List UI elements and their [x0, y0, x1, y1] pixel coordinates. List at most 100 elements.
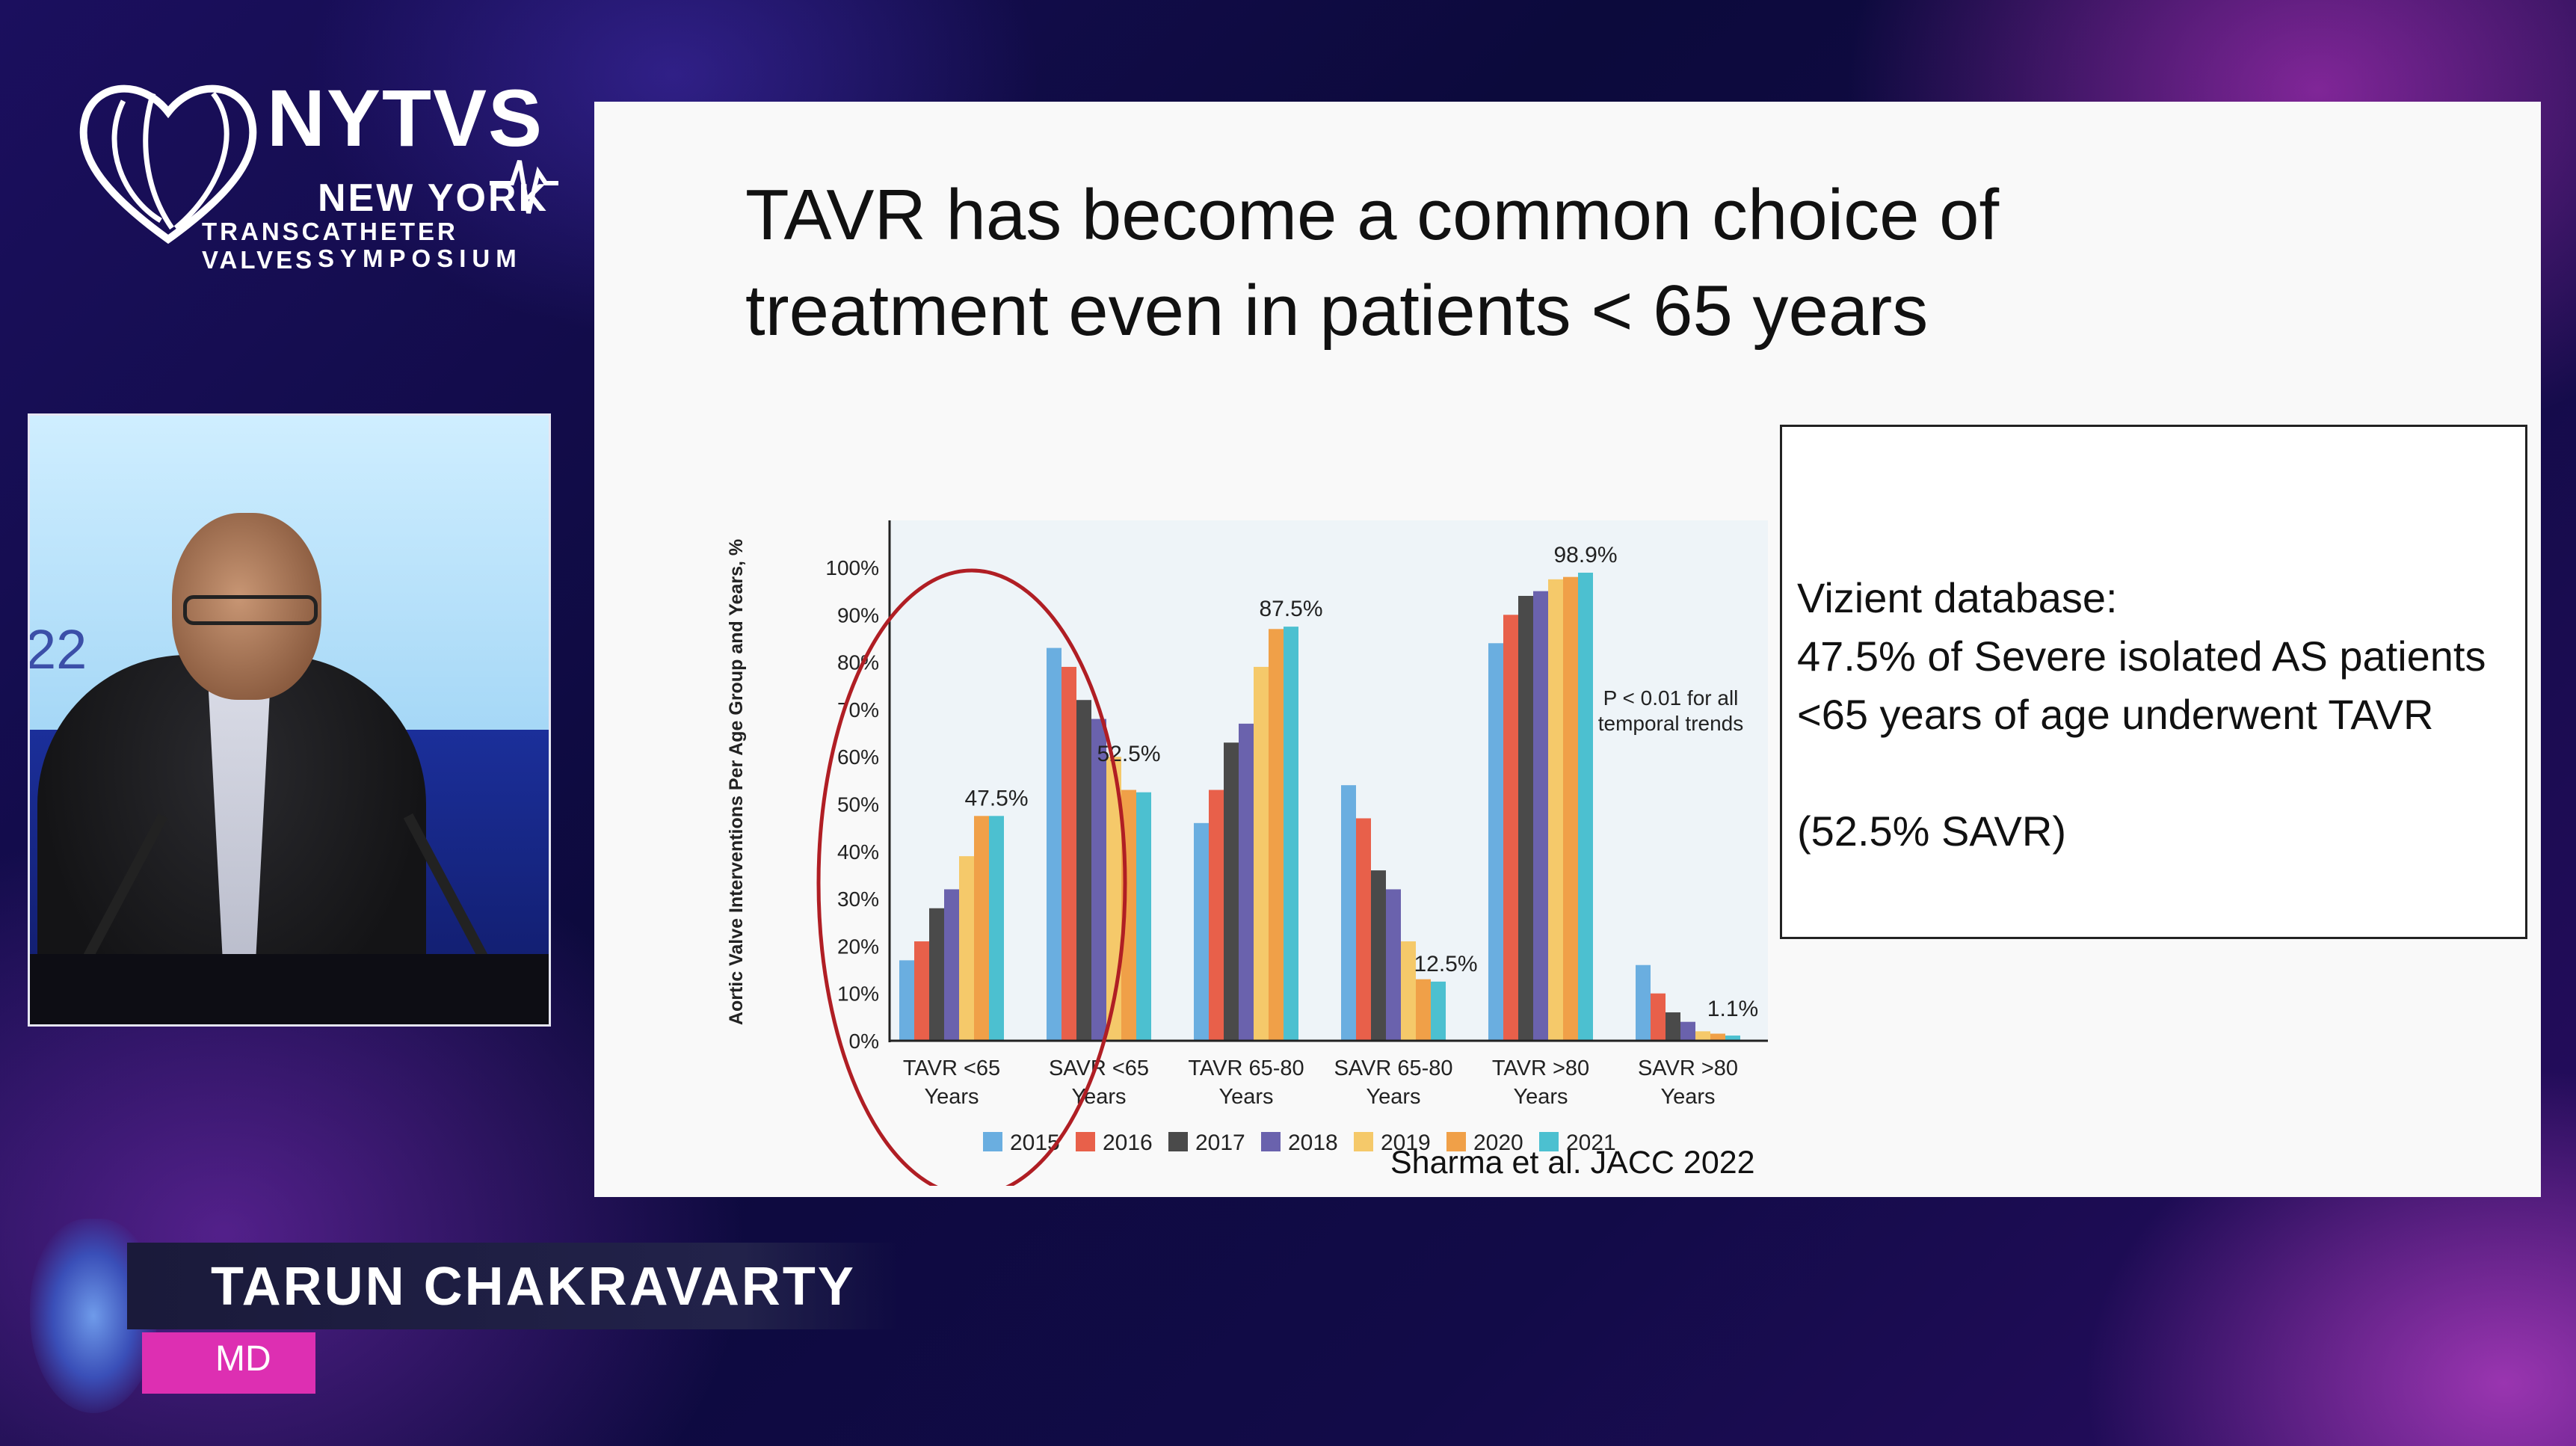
bar-2020-cat3: [1416, 979, 1431, 1041]
y-tick-label: 60%: [837, 745, 879, 769]
ekg-line-icon: [490, 160, 558, 214]
legend-label: 2019: [1381, 1130, 1431, 1155]
y-tick-label: 100%: [825, 556, 879, 579]
bar-2020-cat4: [1563, 576, 1578, 1041]
legend-label: 2016: [1103, 1130, 1153, 1155]
bar-2021-cat4: [1578, 572, 1593, 1041]
bar-2021-cat5: [1725, 1036, 1740, 1041]
x-tick-label: Years: [1366, 1085, 1420, 1109]
data-label: 47.5%: [964, 786, 1028, 810]
info-box: Vizient database: 47.5% of Severe isolat…: [1780, 425, 2527, 939]
legend-swatch-2019: [1354, 1132, 1373, 1151]
data-label: 98.9%: [1553, 543, 1617, 567]
speaker-video: 22: [28, 413, 551, 1027]
data-label: 87.5%: [1259, 597, 1322, 621]
y-tick-label: 50%: [837, 793, 879, 816]
bar-2021-cat0: [989, 816, 1004, 1041]
bar-chart: 0%10%20%30%40%50%60%70%80%90%100% TAVR <…: [726, 520, 1768, 1186]
bar-2020-cat0: [974, 816, 989, 1041]
legend-label: 2018: [1288, 1130, 1338, 1155]
bar-2016-cat1: [1061, 666, 1076, 1041]
heart-valve-logo-icon: [79, 84, 257, 244]
bar-2015-cat2: [1194, 822, 1209, 1041]
bar-2017-cat1: [1076, 700, 1091, 1041]
bar-2015-cat1: [1047, 647, 1061, 1041]
bar-2021-cat3: [1431, 981, 1446, 1041]
info-line1: Vizient database:: [1797, 574, 2118, 621]
y-tick-label: 90%: [837, 603, 879, 627]
bar-2021-cat1: [1136, 792, 1151, 1041]
bar-2017-cat2: [1224, 742, 1239, 1041]
stats-note-line1: P < 0.01 for all: [1603, 686, 1739, 710]
bar-2016-cat4: [1503, 615, 1518, 1041]
logo-line3: SYMPOSIUM: [318, 244, 523, 272]
bar-2015-cat3: [1341, 785, 1356, 1041]
citation: Sharma et al. JACC 2022: [1390, 1145, 1755, 1181]
bar-2021-cat2: [1284, 627, 1298, 1041]
legend-swatch-2015: [983, 1132, 1002, 1151]
logo-line1: NEW YORK: [318, 176, 549, 220]
info-line4: (52.5% SAVR): [1797, 807, 2066, 855]
speaker-credential: MD: [215, 1339, 271, 1379]
bar-2015-cat4: [1488, 643, 1503, 1041]
bar-2020-cat2: [1269, 629, 1284, 1041]
x-tick-label: Years: [1218, 1085, 1273, 1109]
y-tick-label: 20%: [837, 935, 879, 958]
legend-label: 2021: [1566, 1130, 1616, 1155]
bar-2019-cat3: [1401, 941, 1416, 1041]
bar-2018-cat2: [1239, 723, 1254, 1041]
bar-2017-cat5: [1666, 1012, 1680, 1041]
x-tick-label: Years: [924, 1085, 979, 1109]
bar-2018-cat1: [1091, 719, 1106, 1041]
legend-label: 2020: [1473, 1130, 1523, 1155]
x-tick-label: TAVR 65-80: [1188, 1056, 1304, 1080]
bar-2018-cat4: [1533, 591, 1548, 1041]
y-tick-label: 30%: [837, 887, 879, 911]
bar-2015-cat0: [899, 960, 914, 1041]
bar-2019-cat5: [1695, 1031, 1710, 1041]
nytvs-logo: NYTVS NEW YORK TRANSCATHETER VALVES SYMP…: [71, 71, 564, 280]
data-label: 52.5%: [1097, 742, 1160, 766]
bar-2019-cat2: [1254, 666, 1269, 1041]
x-tick-label: Years: [1513, 1085, 1568, 1109]
name-bar: [127, 1243, 897, 1329]
logo-name: NYTVS: [267, 73, 544, 163]
bar-2017-cat4: [1518, 595, 1533, 1041]
speaker-name: TARUN CHAKRAVARTY: [211, 1257, 856, 1317]
bar-2017-cat3: [1371, 870, 1386, 1041]
speaker-head: [172, 513, 321, 700]
slide-title: TAVR has become a common choice of treat…: [745, 167, 2390, 359]
info-line2: 47.5% of Severe isolated AS patients: [1797, 633, 2486, 680]
bar-2018-cat3: [1386, 889, 1401, 1041]
bar-2018-cat5: [1680, 1021, 1695, 1041]
y-tick-label: 10%: [837, 982, 879, 1006]
lower-third: TARUN CHAKRAVARTY MD: [0, 1204, 2576, 1446]
bar-2015-cat5: [1636, 964, 1651, 1041]
x-tick-label: TAVR <65: [903, 1056, 1000, 1080]
slide-title-line1: TAVR has become a common choice of: [745, 175, 2000, 255]
speaker-glasses: [183, 595, 318, 625]
slide-title-line2: treatment even in patients < 65 years: [745, 271, 1929, 351]
bar-2017-cat0: [929, 908, 944, 1041]
x-tick-label: TAVR >80: [1492, 1056, 1589, 1080]
bar-2018-cat0: [944, 889, 959, 1041]
bar-2016-cat0: [914, 941, 929, 1041]
legend-swatch-2020: [1446, 1132, 1466, 1151]
y-axis-label: Aortic Valve Interventions Per Age Group…: [726, 539, 747, 1025]
credential-badge: [142, 1332, 315, 1394]
info-line3: <65 years of age underwent TAVR: [1797, 691, 2434, 738]
legend-swatch-2016: [1076, 1132, 1095, 1151]
bar-2020-cat5: [1710, 1033, 1725, 1041]
x-tick-label: SAVR >80: [1638, 1056, 1738, 1080]
backdrop-text: 22: [28, 618, 87, 680]
bar-2016-cat5: [1651, 993, 1666, 1041]
bar-2016-cat3: [1356, 818, 1371, 1041]
stats-note-line2: temporal trends: [1598, 712, 1744, 735]
legend-swatch-2018: [1261, 1132, 1281, 1151]
legend-swatch-2021: [1539, 1132, 1559, 1151]
y-tick-label: 40%: [837, 840, 879, 864]
x-tick-label: Years: [1660, 1085, 1715, 1109]
data-label: 1.1%: [1707, 997, 1758, 1021]
y-tick-label: 0%: [849, 1030, 879, 1053]
bar-2016-cat2: [1209, 790, 1224, 1041]
